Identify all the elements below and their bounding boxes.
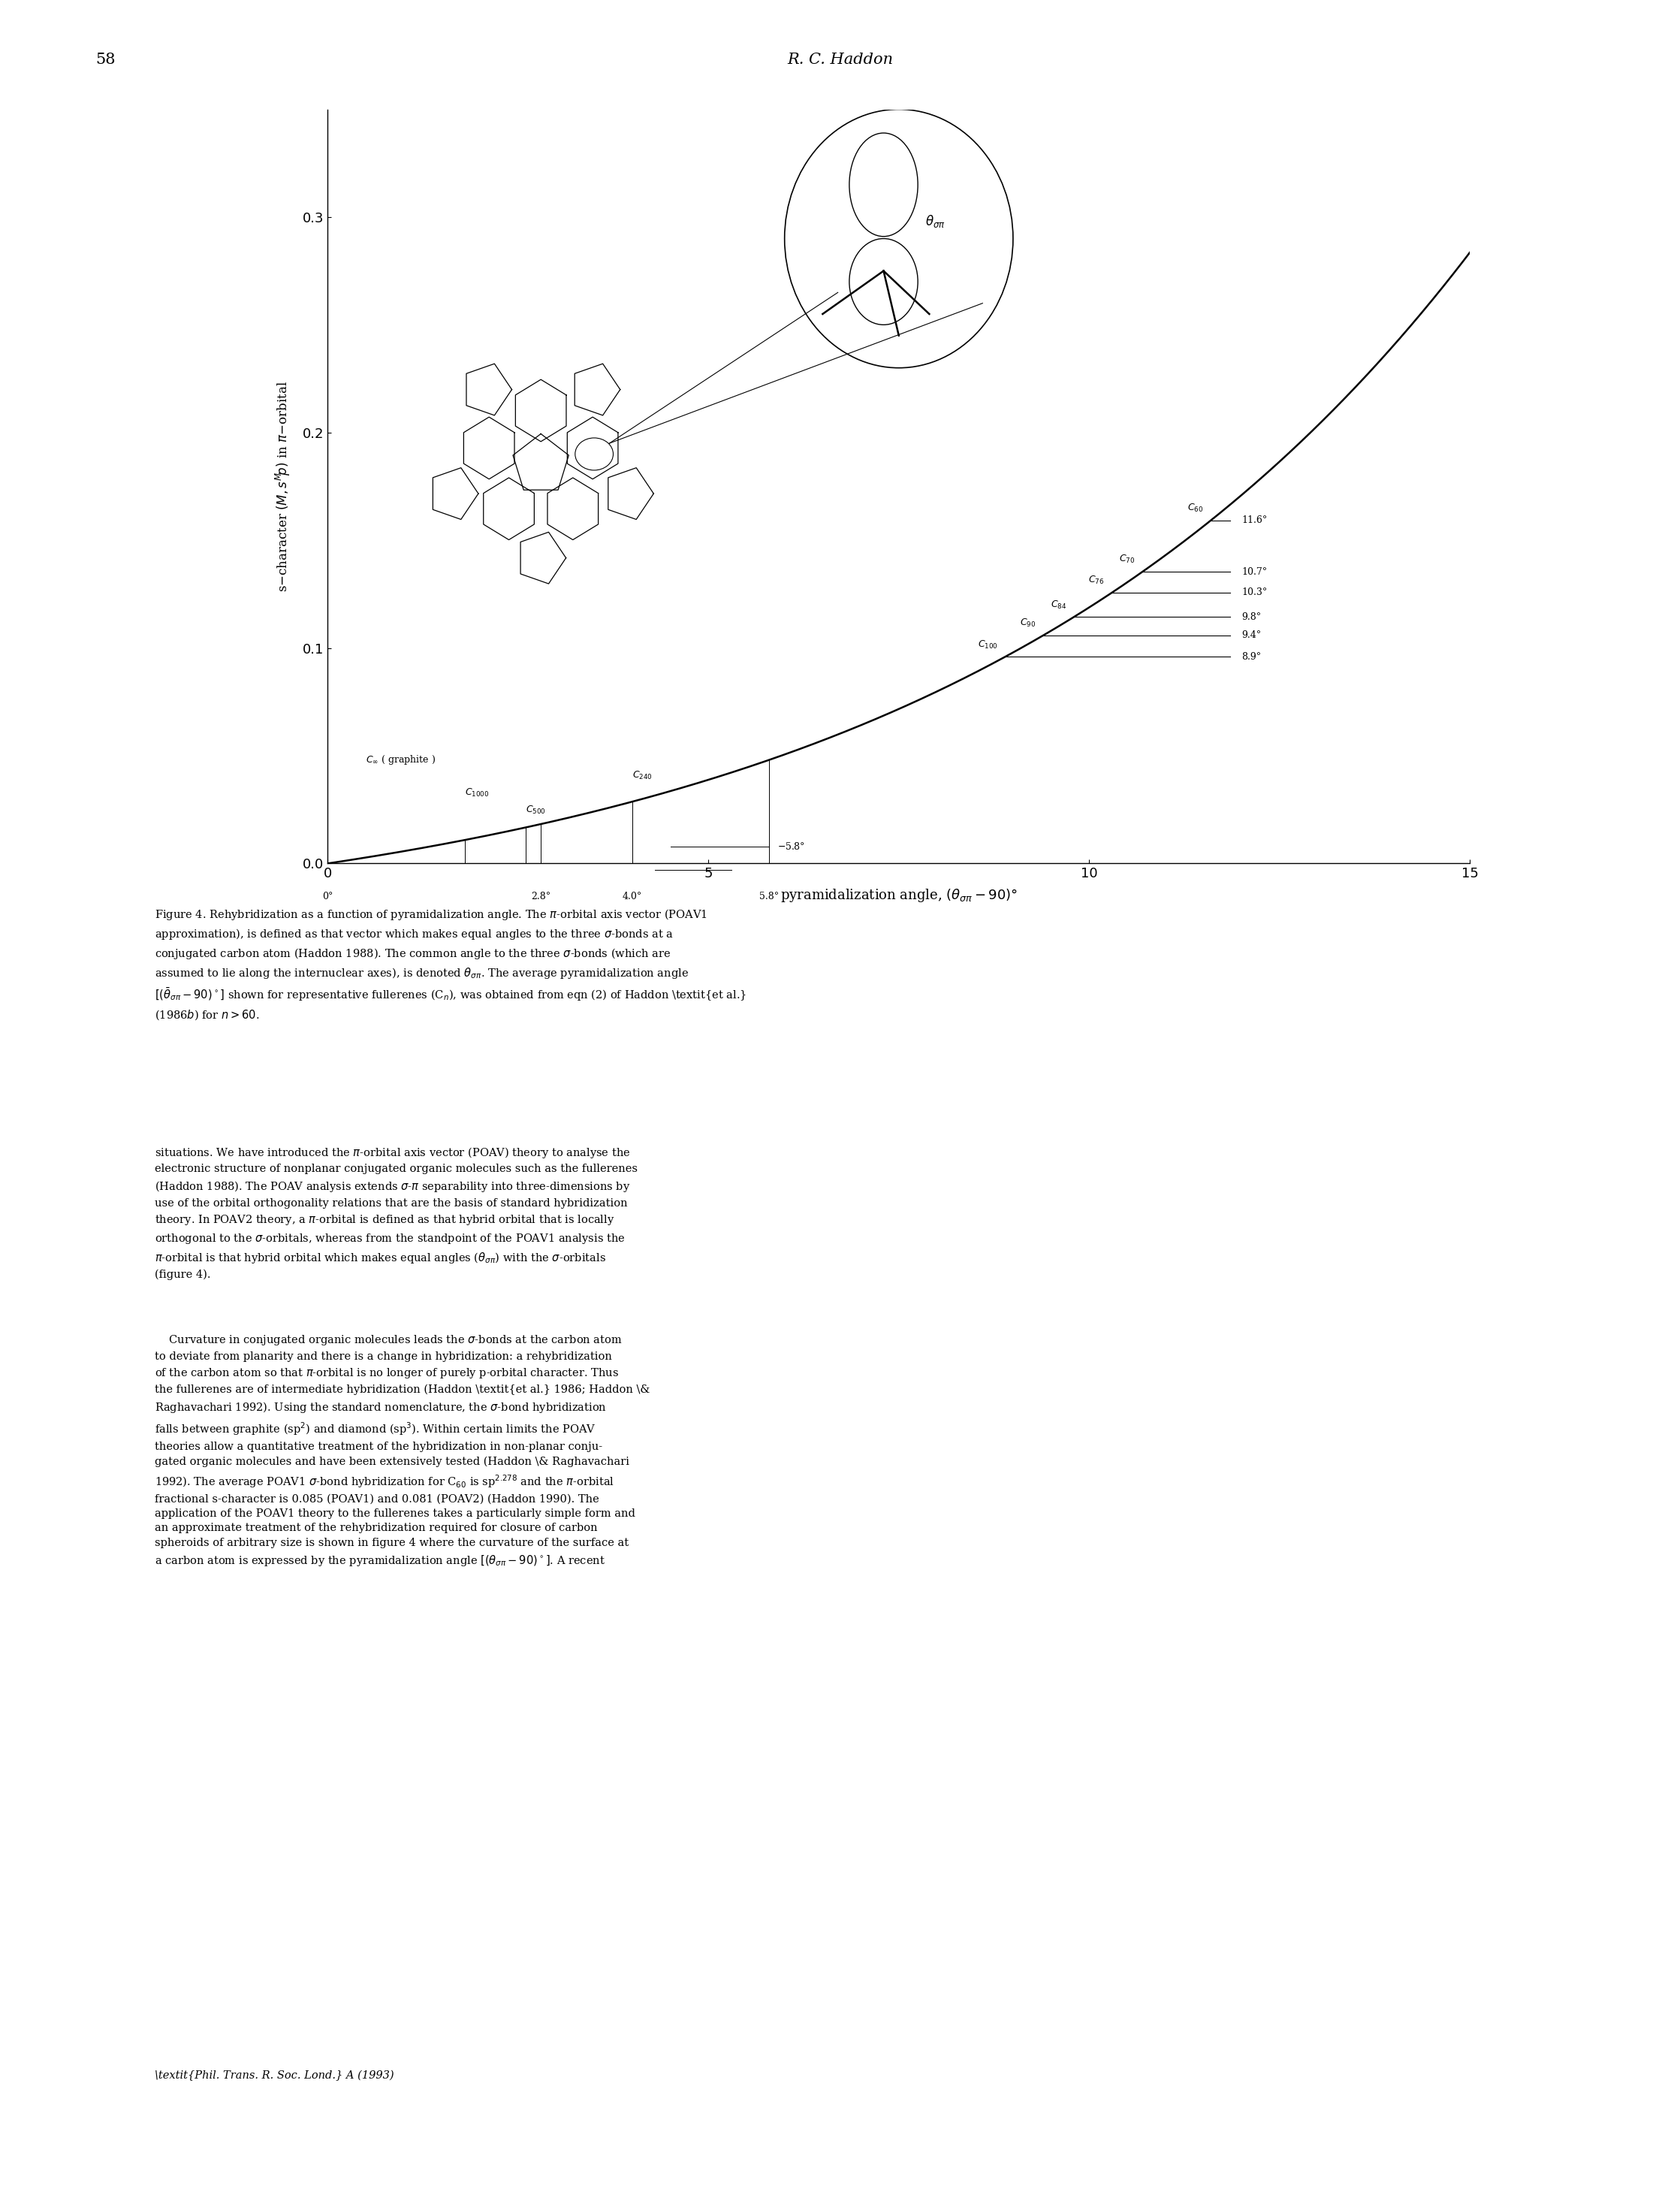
Text: 0°: 0° — [323, 892, 333, 901]
Text: 2.8°: 2.8° — [531, 892, 551, 901]
Text: $C_{60}$: $C_{60}$ — [1188, 503, 1203, 514]
Text: Figure 4. Rehybridization as a function of pyramidalization angle. The $\pi$-orb: Figure 4. Rehybridization as a function … — [155, 907, 746, 1021]
Text: $C_{100}$: $C_{100}$ — [978, 638, 998, 649]
Text: $C_{70}$: $C_{70}$ — [1119, 553, 1136, 566]
Text: Curvature in conjugated organic molecules leads the $\sigma$-bonds at the carbon: Curvature in conjugated organic molecule… — [155, 1333, 650, 1567]
Text: $C_{\infty}$ ( graphite ): $C_{\infty}$ ( graphite ) — [366, 754, 435, 767]
Text: situations. We have introduced the $\pi$-orbital axis vector (POAV) theory to an: situations. We have introduced the $\pi$… — [155, 1145, 637, 1281]
Text: \textit{Phil. Trans. R. Soc. Lond.} A (1993): \textit{Phil. Trans. R. Soc. Lond.} A (1… — [155, 2070, 393, 2081]
Text: $C_{90}$: $C_{90}$ — [1020, 616, 1037, 630]
Text: $C_{1000}$: $C_{1000}$ — [465, 787, 489, 798]
Text: $C_{84}$: $C_{84}$ — [1050, 599, 1067, 610]
Text: $\theta_{\sigma\pi}$: $\theta_{\sigma\pi}$ — [926, 214, 946, 230]
Text: R. C. Haddon: R. C. Haddon — [786, 52, 894, 68]
Text: 58: 58 — [96, 52, 116, 68]
Text: 4.0°: 4.0° — [622, 892, 642, 901]
Text: $-$5.8°: $-$5.8° — [776, 842, 805, 853]
Text: $C_{240}$: $C_{240}$ — [632, 769, 652, 783]
Text: 11.6°: 11.6° — [1242, 516, 1267, 525]
X-axis label: pyramidalization angle, $(\theta_{\sigma\pi}-90)°$: pyramidalization angle, $(\theta_{\sigma… — [780, 888, 1018, 903]
Text: 9.4°: 9.4° — [1242, 630, 1262, 640]
Text: $C_{500}$: $C_{500}$ — [526, 804, 546, 815]
Text: 10.3°: 10.3° — [1242, 588, 1267, 597]
Text: 9.8°: 9.8° — [1242, 612, 1262, 621]
Text: 8.9°: 8.9° — [1242, 651, 1262, 662]
Text: $C_{76}$: $C_{76}$ — [1089, 575, 1104, 586]
Text: 5.8°: 5.8° — [759, 892, 780, 901]
Y-axis label: s$-$character $(M, s^{M}\!p)$ in $\pi$$-$orbital: s$-$character $(M, s^{M}\!p)$ in $\pi$$-… — [274, 380, 292, 592]
Text: 10.7°: 10.7° — [1242, 566, 1267, 577]
